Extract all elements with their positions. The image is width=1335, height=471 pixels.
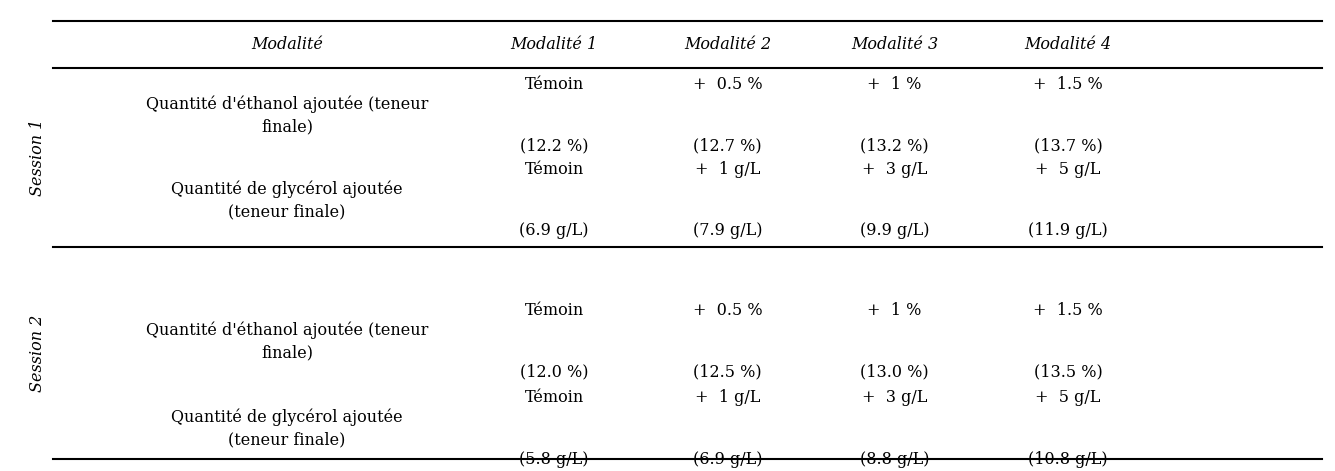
- Text: Modalité 4: Modalité 4: [1024, 36, 1112, 53]
- Text: +  0.5 %: + 0.5 %: [693, 302, 762, 319]
- Text: Témoin: Témoin: [525, 161, 583, 178]
- Text: (13.7 %): (13.7 %): [1033, 138, 1103, 154]
- Text: (12.0 %): (12.0 %): [519, 364, 589, 381]
- Text: Modalité 2: Modalité 2: [684, 36, 772, 53]
- Text: Quantité de glycérol ajoutée
(teneur finale): Quantité de glycérol ajoutée (teneur fin…: [171, 409, 403, 448]
- Text: (8.8 g/L): (8.8 g/L): [860, 451, 929, 468]
- Text: (12.5 %): (12.5 %): [693, 364, 762, 381]
- Text: +  1 g/L: + 1 g/L: [696, 161, 760, 178]
- Text: (5.8 g/L): (5.8 g/L): [519, 451, 589, 468]
- Text: (12.7 %): (12.7 %): [693, 138, 762, 154]
- Text: Modalité: Modalité: [251, 36, 323, 53]
- Text: +  3 g/L: + 3 g/L: [862, 390, 926, 406]
- Text: Témoin: Témoin: [525, 302, 583, 319]
- Text: (7.9 g/L): (7.9 g/L): [693, 222, 762, 239]
- Text: (13.0 %): (13.0 %): [860, 364, 929, 381]
- Text: (13.2 %): (13.2 %): [860, 138, 929, 154]
- Text: Quantité d'éthanol ajoutée (teneur
finale): Quantité d'éthanol ajoutée (teneur final…: [146, 96, 429, 135]
- Text: Témoin: Témoin: [525, 390, 583, 406]
- Text: (12.2 %): (12.2 %): [519, 138, 589, 154]
- Text: (6.9 g/L): (6.9 g/L): [519, 222, 589, 239]
- Text: Quantité d'éthanol ajoutée (teneur
finale): Quantité d'éthanol ajoutée (teneur final…: [146, 322, 429, 361]
- Text: (6.9 g/L): (6.9 g/L): [693, 451, 762, 468]
- Text: +  1 %: + 1 %: [868, 76, 921, 93]
- Text: Modalité 1: Modalité 1: [510, 36, 598, 53]
- Text: Session 1: Session 1: [29, 119, 45, 196]
- Text: (13.5 %): (13.5 %): [1033, 364, 1103, 381]
- Text: Témoin: Témoin: [525, 76, 583, 93]
- Text: (11.9 g/L): (11.9 g/L): [1028, 222, 1108, 239]
- Text: +  1.5 %: + 1.5 %: [1033, 302, 1103, 319]
- Text: (9.9 g/L): (9.9 g/L): [860, 222, 929, 239]
- Text: Modalité 3: Modalité 3: [850, 36, 939, 53]
- Text: +  1 %: + 1 %: [868, 302, 921, 319]
- Text: Quantité de glycérol ajoutée
(teneur finale): Quantité de glycérol ajoutée (teneur fin…: [171, 180, 403, 220]
- Text: +  5 g/L: + 5 g/L: [1036, 161, 1100, 178]
- Text: +  3 g/L: + 3 g/L: [862, 161, 926, 178]
- Text: (10.8 g/L): (10.8 g/L): [1028, 451, 1108, 468]
- Text: Session 2: Session 2: [29, 315, 45, 392]
- Text: +  1 g/L: + 1 g/L: [696, 390, 760, 406]
- Text: +  0.5 %: + 0.5 %: [693, 76, 762, 93]
- Text: +  5 g/L: + 5 g/L: [1036, 390, 1100, 406]
- Text: +  1.5 %: + 1.5 %: [1033, 76, 1103, 93]
